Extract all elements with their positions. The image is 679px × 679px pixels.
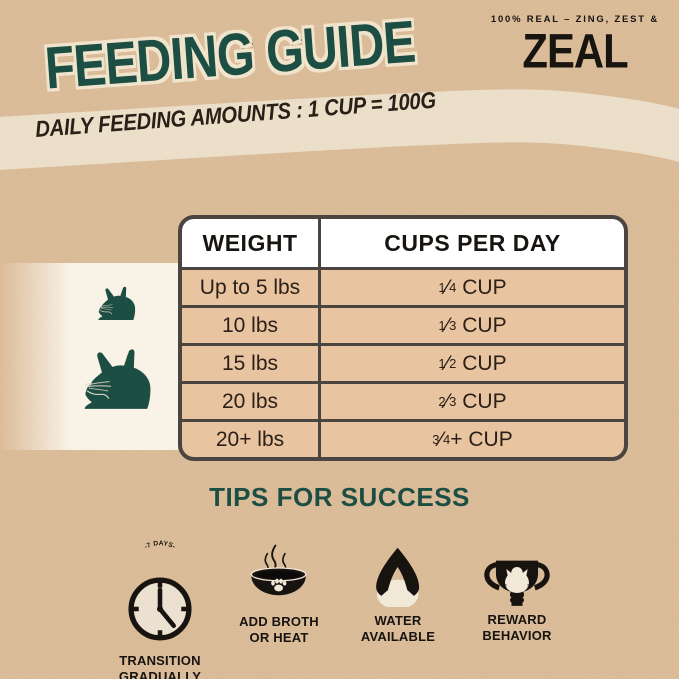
svg-text:-7 DAYS-: -7 DAYS-	[143, 540, 176, 551]
